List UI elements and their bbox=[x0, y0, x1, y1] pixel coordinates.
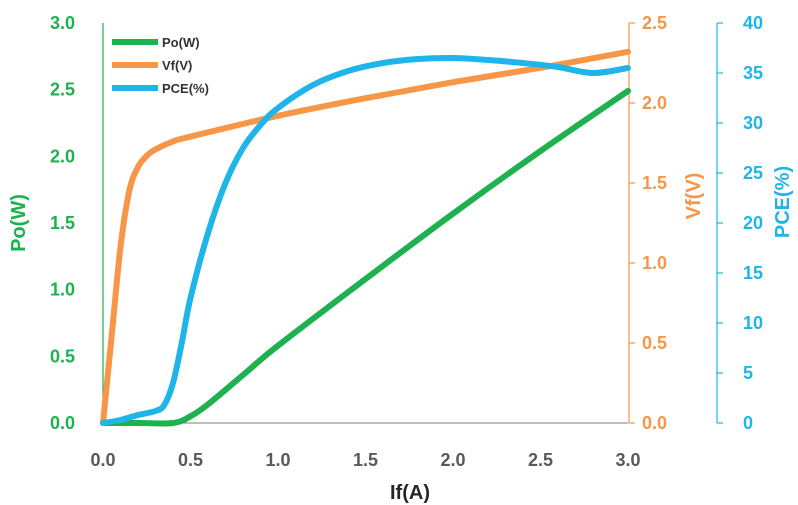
pce-tick-label: 10 bbox=[743, 313, 763, 333]
po-tick-label: 0.5 bbox=[50, 346, 75, 366]
series-line-vf bbox=[100, 48, 631, 426]
pce-axis-title: PCE(%) bbox=[772, 166, 794, 238]
po-tick-label: 2.5 bbox=[50, 80, 75, 100]
vf-axis-title: Vf(V) bbox=[683, 173, 705, 220]
legend: Po(W) Vf(V) PCE(%) bbox=[112, 35, 209, 96]
pce-tick-label: 0 bbox=[743, 413, 753, 433]
x-tick-label: 0.0 bbox=[90, 450, 115, 470]
x-axis-title: If(A) bbox=[390, 482, 430, 504]
series-line-pce bbox=[100, 54, 631, 426]
pce-tick-label: 20 bbox=[743, 213, 763, 233]
x-tick-label: 0.5 bbox=[178, 450, 203, 470]
po-tick-label: 2.0 bbox=[50, 146, 75, 166]
vf-tick-label: 2.0 bbox=[642, 93, 667, 113]
vf-tick-label: 0.5 bbox=[642, 333, 667, 353]
legend-label-pce: PCE(%) bbox=[162, 81, 209, 96]
x-tick-label: 1.5 bbox=[353, 450, 378, 470]
vf-tick-label: 0.0 bbox=[642, 413, 667, 433]
vf-tick-label: 1.0 bbox=[642, 253, 667, 273]
pce-tick-label: 35 bbox=[743, 63, 763, 83]
pce-tick-label: 25 bbox=[743, 163, 763, 183]
x-tick-label: 1.0 bbox=[265, 450, 290, 470]
vf-tick-label: 2.5 bbox=[642, 13, 667, 33]
pce-tick-label: 30 bbox=[743, 113, 763, 133]
po-tick-label: 3.0 bbox=[50, 13, 75, 33]
vf-tick-label: 1.5 bbox=[642, 173, 667, 193]
po-tick-label: 1.0 bbox=[50, 280, 75, 300]
x-tick-label: 2.0 bbox=[440, 450, 465, 470]
series-layer bbox=[100, 48, 631, 427]
pce-tick-label: 5 bbox=[743, 363, 753, 383]
legend-label-vf: Vf(V) bbox=[162, 58, 192, 73]
left-axis-title: Po(W) bbox=[8, 194, 30, 252]
pce-tick-label: 40 bbox=[743, 13, 763, 33]
x-tick-label: 2.5 bbox=[528, 450, 553, 470]
x-tick-label: 3.0 bbox=[615, 450, 640, 470]
series-line-po bbox=[100, 88, 631, 427]
axes-layer: 0.0 0.5 1.0 1.5 2.0 2.5 3.00.00.51.01.52.02.53… bbox=[50, 13, 763, 470]
pce-tick-label: 15 bbox=[743, 263, 763, 283]
legend-label-po: Po(W) bbox=[162, 35, 200, 50]
po-tick-label: 1.5 bbox=[50, 213, 75, 233]
po-tick-label: 0.0 bbox=[50, 413, 75, 433]
